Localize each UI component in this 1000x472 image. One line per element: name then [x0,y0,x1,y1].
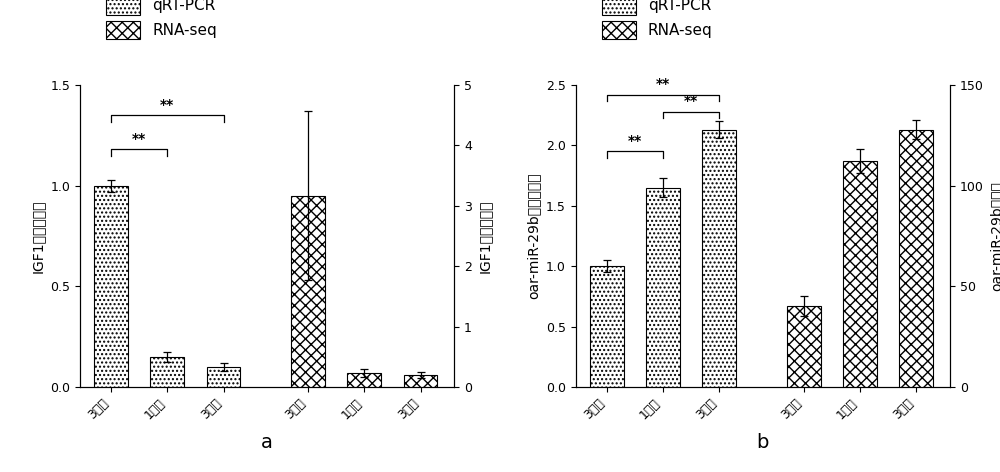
Y-axis label: oar-miR-29b相对表达量: oar-miR-29b相对表达量 [526,173,540,299]
Text: **: ** [160,98,174,112]
Y-axis label: IGF1重复表达量: IGF1重复表达量 [478,199,492,273]
Text: **: ** [684,94,698,108]
X-axis label: b: b [757,433,769,452]
Y-axis label: IGF1相对表达量: IGF1相对表达量 [31,199,45,273]
Bar [787,306,821,387]
Bar [347,373,381,387]
Bar [207,367,240,387]
Bar [843,161,877,387]
Legend: qRT-PCR, RNA-seq: qRT-PCR, RNA-seq [106,0,217,39]
Y-axis label: oar-miR-29b表达量: oar-miR-29b表达量 [989,181,1000,291]
Bar [899,130,933,387]
Bar [291,196,325,387]
Bar [404,375,437,387]
Bar [646,188,680,387]
Bar [702,130,736,387]
Legend: qRT-PCR, RNA-seq: qRT-PCR, RNA-seq [602,0,713,39]
Text: **: ** [628,134,642,148]
Text: **: ** [132,132,146,146]
Text: **: ** [656,77,670,91]
Bar [590,266,624,387]
X-axis label: a: a [261,433,273,452]
Bar [150,357,184,387]
Bar [94,185,128,387]
